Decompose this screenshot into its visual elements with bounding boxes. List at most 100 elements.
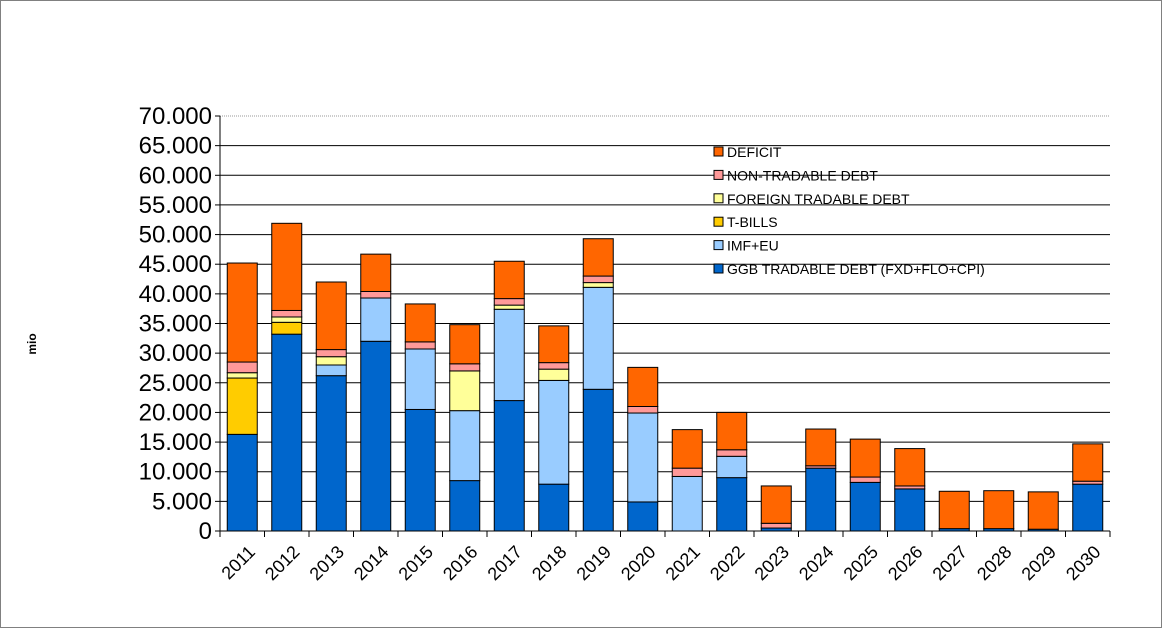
bar-segment — [271, 316, 303, 323]
bar-segment — [627, 406, 659, 414]
bar-segment — [315, 281, 347, 351]
bar-segment — [582, 238, 614, 277]
bar-segment — [449, 363, 481, 372]
y-tick-label: 15.000 — [139, 429, 212, 456]
bar-segment — [493, 260, 525, 300]
bar-segment — [404, 341, 436, 350]
bar-segment — [449, 324, 481, 365]
bar-segment — [1072, 483, 1104, 532]
bar-segment — [627, 412, 659, 503]
legend-label: IMF+EU — [727, 238, 779, 254]
y-tick-label: 40.000 — [139, 281, 212, 308]
bar-segment — [582, 282, 614, 288]
legend-label: DEFICIT — [727, 144, 782, 160]
y-tick-label: 70.000 — [139, 103, 212, 130]
legend: DEFICIT NON-TRADABLE DEBT FOREIGN TRADABLE… — [713, 144, 985, 277]
bar-segment — [271, 309, 303, 318]
bar-segment — [226, 262, 258, 363]
y-tick-label: 50.000 — [139, 222, 212, 249]
legend-swatch — [713, 193, 724, 204]
bar-segment — [716, 449, 748, 457]
bar-segment — [493, 304, 525, 310]
bar-segment — [582, 275, 614, 284]
bar-segment — [271, 222, 303, 311]
axes — [215, 115, 1111, 537]
bar-segment — [716, 477, 748, 532]
bar-segment — [582, 286, 614, 390]
bar-segment — [315, 364, 347, 377]
bar-segment — [538, 379, 570, 485]
bar-segment — [760, 485, 792, 524]
legend-label: FOREIGN TRADABLE DEBT — [727, 191, 910, 207]
bar-segment — [315, 375, 347, 532]
bar-segment — [493, 308, 525, 402]
bar-segment — [671, 429, 703, 469]
bar-segment — [404, 408, 436, 532]
bar-segment — [849, 481, 881, 532]
bar-segment — [849, 438, 881, 478]
y-tick-label: 30.000 — [139, 340, 212, 367]
bar-segment — [671, 475, 703, 532]
bar-segment — [538, 362, 570, 370]
legend-swatch — [713, 146, 724, 157]
bar-segment — [538, 483, 570, 532]
bar-segment — [493, 400, 525, 532]
y-axis-title: mio — [25, 333, 39, 354]
y-tick-label: 65.000 — [139, 133, 212, 160]
bar-segment — [1027, 491, 1059, 530]
bar-segment — [716, 455, 748, 479]
bar-segment — [894, 448, 926, 487]
bar-segment — [894, 488, 926, 532]
bar-segment — [983, 490, 1015, 530]
bar-segment — [449, 370, 481, 412]
bar-segment — [226, 372, 258, 379]
bar-segment — [493, 298, 525, 306]
bar-segment — [271, 321, 303, 335]
bar-segment — [226, 377, 258, 435]
bar-segment — [538, 325, 570, 364]
bar-segment — [360, 253, 392, 292]
bar-segment — [849, 476, 881, 483]
bar-segment — [805, 428, 837, 467]
legend-swatch — [713, 263, 724, 274]
y-tick-label: 5.000 — [152, 488, 212, 515]
legend-label: T-BILLS — [727, 214, 778, 230]
bar-segment — [716, 411, 748, 451]
y-tick-label: 35.000 — [139, 311, 212, 338]
bar-segment — [1072, 443, 1104, 482]
legend-label: NON-TRADABLE DEBT — [727, 167, 878, 183]
legend-swatch — [713, 169, 724, 180]
y-tick-label: 55.000 — [139, 192, 212, 219]
bar-segment — [226, 433, 258, 532]
bar-segment — [938, 490, 970, 530]
bar-segment — [360, 340, 392, 532]
bar-segment — [760, 522, 792, 529]
bar-segment — [360, 297, 392, 342]
bar-segment — [627, 366, 659, 407]
bar-segment — [582, 388, 614, 532]
bar-segment — [226, 361, 258, 374]
bar-segment — [404, 303, 436, 343]
bar-segment — [449, 480, 481, 532]
y-tick-label: 20.000 — [139, 399, 212, 426]
bar-segment — [449, 410, 481, 482]
bar-segment — [404, 348, 436, 410]
y-tick-label: 25.000 — [139, 370, 212, 397]
bar-segment — [315, 356, 347, 366]
bar-segment — [538, 368, 570, 381]
legend-label: GGB TRADABLE DEBT (FXD+FLO+CPI) — [727, 261, 985, 277]
y-tick-label: 10.000 — [139, 459, 212, 486]
bar-segment — [315, 349, 347, 358]
bar-segment — [627, 501, 659, 532]
y-tick-label: 0 — [199, 518, 212, 545]
bar-segment — [805, 467, 837, 532]
legend-swatch — [713, 216, 724, 227]
legend-swatch — [713, 240, 724, 251]
bar-segment — [271, 333, 303, 532]
bar-segment — [671, 467, 703, 477]
y-tick-label: 60.000 — [139, 162, 212, 189]
bar-segment — [360, 290, 392, 299]
